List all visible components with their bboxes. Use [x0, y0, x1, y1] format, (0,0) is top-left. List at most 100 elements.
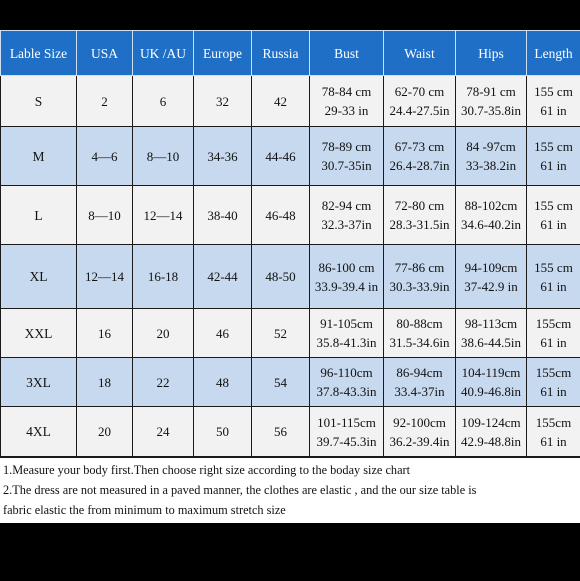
bust-in: 30.7-35in	[321, 158, 372, 173]
usa-cell: 12—14	[76, 244, 133, 309]
hips-in: 42.9-48.8in	[461, 433, 521, 449]
length-cell: 155 cm 61 in	[526, 126, 580, 186]
note-line-2: 2.The dress are not measured in a paved …	[3, 483, 477, 497]
europe-cell: 38-40	[193, 185, 252, 245]
russia-cell: 44-46	[251, 126, 310, 186]
russia-cell: 54	[251, 357, 310, 407]
hips-in: 34.6-40.2in	[461, 217, 521, 232]
length-in: 61 in	[540, 217, 567, 232]
hips-cell: 88-102cm 34.6-40.2in	[455, 185, 527, 245]
waist-in: 36.2-39.4in	[389, 433, 450, 449]
size-cell: 4XL	[0, 406, 77, 457]
size-cell: XXL	[0, 308, 77, 358]
table-row: L 8—10 12—14 38-40 46-48 82-94 cm 32.3-37…	[0, 185, 580, 245]
uk-au-cell: 16-18	[132, 244, 194, 309]
waist-cm: 80-88cm	[396, 316, 443, 331]
europe-cell: 32	[193, 75, 252, 127]
bust-cm: 91-105cm	[320, 316, 373, 331]
length-cm: 155 cm	[534, 259, 573, 275]
usa-cell: 8—10	[76, 185, 133, 245]
usa-cell: 20	[76, 406, 133, 457]
table-row: 4XL 20 24 50 56 101-115cm 39.7-45.3in 92-…	[0, 406, 580, 457]
uk-au-cell: 24	[132, 406, 194, 457]
note-line-3: fabric elastic the from minimum to maxim…	[3, 503, 286, 517]
length-cm: 155 cm	[534, 139, 573, 154]
waist-cm: 67-73 cm	[394, 139, 445, 154]
table-row: M 4—6 8—10 34-36 44-46 78-89 cm 30.7-35in…	[0, 126, 580, 186]
header-europe: Europe	[193, 30, 252, 76]
waist-in: 31.5-34.6in	[389, 335, 450, 350]
uk-au-cell: 22	[132, 357, 194, 407]
header-row: Lable Size USA UK /AU Europe Russia Bust…	[0, 30, 580, 76]
length-cm: 155cm	[535, 414, 572, 430]
hips-cm: 109-124cm	[461, 414, 521, 430]
header-length: Length	[526, 30, 580, 76]
bust-cell: 82-94 cm 32.3-37in	[309, 185, 384, 245]
hips-cm: 78-91 cm	[466, 84, 516, 99]
hips-in: 30.7-35.8in	[461, 103, 521, 118]
length-cell: 155cm 61 in	[526, 357, 580, 407]
europe-cell: 42-44	[193, 244, 252, 309]
waist-cell: 92-100cm 36.2-39.4in	[383, 406, 456, 457]
uk-au-cell: 12—14	[132, 185, 194, 245]
waist-cell: 67-73 cm 26.4-28.7in	[383, 126, 456, 186]
russia-cell: 56	[251, 406, 310, 457]
waist-cell: 72-80 cm 28.3-31.5in	[383, 185, 456, 245]
length-cm: 155 cm	[534, 198, 573, 213]
hips-cell: 109-124cm 42.9-48.8in	[455, 406, 527, 457]
hips-in: 33-38.2in	[465, 158, 517, 173]
hips-cm: 104-119cm	[461, 365, 521, 380]
russia-cell: 48-50	[251, 244, 310, 309]
usa-cell: 18	[76, 357, 133, 407]
bust-cell: 96-110cm 37.8-43.3in	[309, 357, 384, 407]
waist-cm: 77-86 cm	[394, 259, 445, 275]
bust-cm: 78-89 cm	[321, 139, 372, 154]
hips-in: 40.9-46.8in	[461, 384, 521, 399]
waist-in: 28.3-31.5in	[389, 217, 450, 232]
length-cm: 155cm	[535, 365, 572, 380]
bust-cm: 96-110cm	[320, 365, 373, 380]
waist-in: 24.4-27.5in	[389, 103, 450, 118]
waist-cm: 62-70 cm	[394, 84, 445, 99]
uk-au-cell: 20	[132, 308, 194, 358]
header-hips: Hips	[455, 30, 527, 76]
length-cm: 155cm	[535, 316, 572, 331]
length-cell: 155cm 61 in	[526, 308, 580, 358]
table-row: 3XL 18 22 48 54 96-110cm 37.8-43.3in 86-9…	[0, 357, 580, 407]
length-in: 61 in	[540, 278, 567, 294]
bust-cell: 86-100 cm 33.9-39.4 in	[309, 244, 384, 309]
waist-cell: 77-86 cm 30.3-33.9in	[383, 244, 456, 309]
bust-cell: 101-115cm 39.7-45.3in	[309, 406, 384, 457]
table-row: XXL 16 20 46 52 91-105cm 35.8-41.3in 80-8…	[0, 308, 580, 358]
waist-in: 33.4-37in	[394, 384, 445, 399]
hips-cm: 94-109cm	[464, 259, 518, 275]
waist-in: 26.4-28.7in	[389, 158, 450, 173]
waist-cell: 62-70 cm 24.4-27.5in	[383, 75, 456, 127]
hips-cm: 84 -97cm	[466, 139, 516, 154]
header-russia: Russia	[251, 30, 310, 76]
length-cell: 155 cm 61 in	[526, 75, 580, 127]
header-bust: Bust	[309, 30, 384, 76]
hips-in: 38.6-44.5in	[461, 335, 521, 350]
bust-cell: 78-89 cm 30.7-35in	[309, 126, 384, 186]
header-usa: USA	[76, 30, 133, 76]
bust-in: 33.9-39.4 in	[314, 278, 379, 294]
length-in: 61 in	[540, 158, 567, 173]
uk-au-cell: 6	[132, 75, 194, 127]
note-line-1: 1.Measure your body first.Then choose ri…	[3, 463, 411, 477]
hips-cell: 104-119cm 40.9-46.8in	[455, 357, 527, 407]
size-table: Lable Size USA UK /AU Europe Russia Bust…	[0, 30, 580, 457]
europe-cell: 50	[193, 406, 252, 457]
size-cell: 3XL	[0, 357, 77, 407]
russia-cell: 46-48	[251, 185, 310, 245]
bust-in: 37.8-43.3in	[316, 384, 377, 399]
waist-cell: 86-94cm 33.4-37in	[383, 357, 456, 407]
length-cm: 155 cm	[534, 84, 573, 99]
length-cell: 155 cm 61 in	[526, 244, 580, 309]
length-cell: 155 cm 61 in	[526, 185, 580, 245]
waist-cm: 72-80 cm	[394, 198, 445, 213]
header-waist: Waist	[383, 30, 456, 76]
usa-cell: 2	[76, 75, 133, 127]
waist-cm: 92-100cm	[393, 414, 446, 430]
russia-cell: 52	[251, 308, 310, 358]
